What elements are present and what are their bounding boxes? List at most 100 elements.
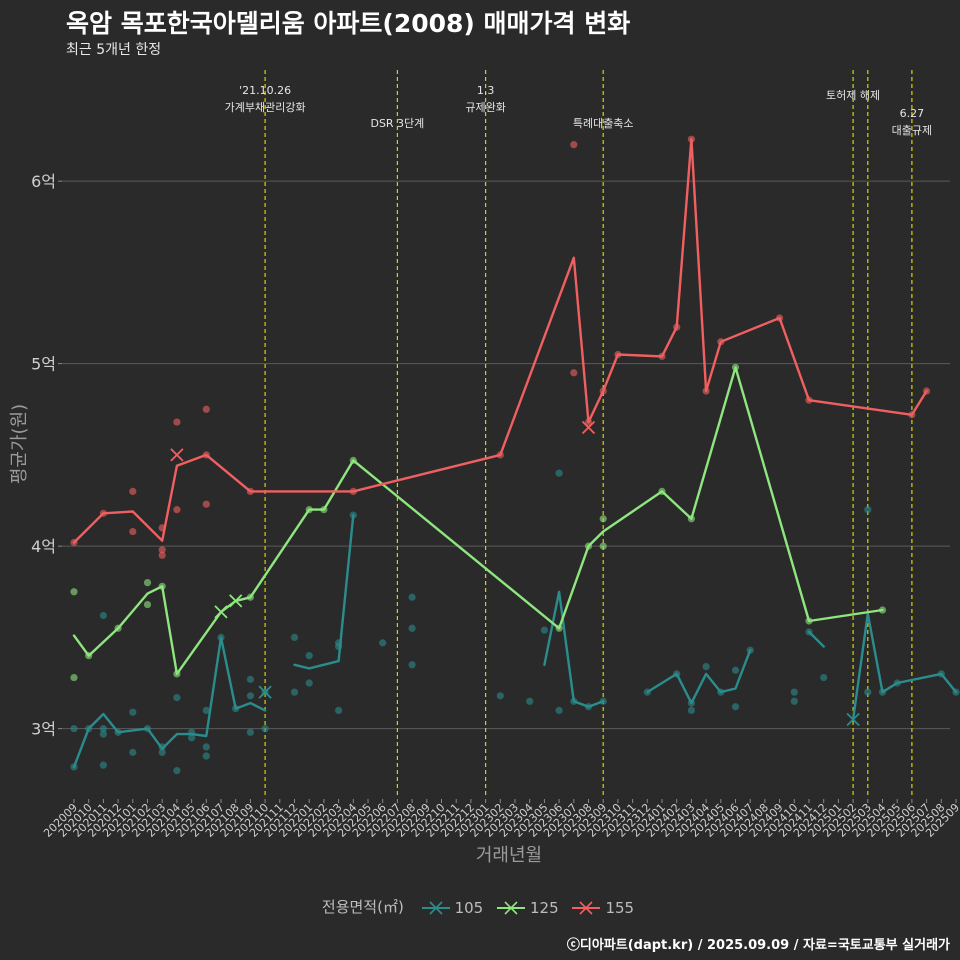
- data-point: [305, 652, 313, 660]
- y-tick-label: 6억: [31, 172, 56, 191]
- legend-title: 전용면적(㎡): [321, 898, 404, 916]
- data-point: [173, 506, 181, 514]
- data-point: [599, 542, 607, 550]
- source-caption: ⓒ디아파트(dapt.kr) / 2025.09.09 / 자료=국토교통부 실…: [566, 938, 950, 953]
- chart-title: 옥암 목포한국아델리움 아파트(2008) 매매가격 변화: [66, 9, 631, 38]
- data-point: [246, 728, 254, 736]
- cross-marker: [170, 448, 184, 462]
- data-point: [158, 748, 166, 756]
- series-line: [807, 630, 825, 648]
- data-point: [408, 661, 416, 669]
- event-label: 1.3: [477, 84, 495, 97]
- series-line: [543, 590, 605, 708]
- data-point: [864, 688, 872, 696]
- data-point: [702, 663, 710, 671]
- data-point: [570, 369, 578, 377]
- data-point: [246, 675, 254, 683]
- data-point: [820, 673, 828, 682]
- legend-label: 125: [530, 898, 559, 917]
- legend-item-105: 105: [421, 898, 484, 917]
- data-point: [202, 405, 210, 413]
- series-line: [72, 636, 267, 769]
- legend-label: 105: [454, 898, 484, 917]
- data-point: [261, 725, 269, 733]
- data-point: [335, 706, 343, 715]
- y-axis-label: 평균가(원): [9, 404, 30, 484]
- series-line: [72, 366, 884, 676]
- data-point: [290, 688, 299, 696]
- data-point: [202, 743, 210, 751]
- data-point: [99, 730, 107, 738]
- legend-label: 155: [605, 898, 635, 917]
- legend-key-icon: [497, 901, 526, 915]
- y-tick-label: 3억: [31, 720, 56, 739]
- data-point: [158, 546, 166, 554]
- legend: 전용면적(㎡) 105 125 155: [0, 896, 960, 917]
- series-line: [646, 649, 752, 705]
- data-point: [305, 679, 313, 687]
- event-label: '21.10.26: [239, 84, 291, 97]
- data-point: [99, 761, 107, 769]
- event-label: 특례대출축소: [573, 117, 634, 130]
- data-point: [129, 527, 137, 536]
- y-tick-label: 4억: [31, 537, 56, 556]
- data-point: [526, 697, 534, 705]
- legend-key-icon: [572, 901, 601, 915]
- data-point: [173, 694, 181, 702]
- data-point: [129, 748, 137, 756]
- data-point: [246, 692, 254, 700]
- data-point: [173, 767, 181, 775]
- cross-marker: [581, 420, 596, 435]
- data-point: [70, 673, 78, 682]
- event-label: 규제완화: [465, 101, 505, 114]
- event-label: 대출규제: [892, 124, 932, 137]
- data-point: [864, 506, 872, 514]
- series-105: [70, 469, 960, 775]
- y-tick-label: 5억: [31, 355, 56, 374]
- data-point: [379, 639, 387, 647]
- series-layer: [70, 135, 960, 775]
- data-point: [188, 734, 196, 742]
- data-point: [129, 487, 137, 495]
- data-point: [99, 725, 107, 733]
- data-point: [731, 666, 740, 674]
- data-point: [790, 688, 798, 696]
- event-label: 토허제 해제: [826, 88, 880, 102]
- legend-item-125: 125: [496, 898, 559, 917]
- data-point: [143, 579, 152, 587]
- data-point: [570, 141, 578, 149]
- legend-item-155: 155: [571, 898, 634, 917]
- cross-marker: [846, 712, 860, 727]
- cross-marker: [258, 685, 272, 699]
- data-point: [555, 469, 563, 477]
- cross-marker: [214, 605, 228, 619]
- data-point: [687, 706, 696, 715]
- data-point: [70, 725, 78, 733]
- series-155: [70, 135, 931, 559]
- data-point: [408, 593, 416, 601]
- x-axis-label: 거래년월: [476, 845, 542, 866]
- data-point: [599, 515, 607, 523]
- event-label: 가계부채관리강화: [225, 101, 306, 114]
- data-point: [202, 500, 210, 508]
- data-point: [202, 706, 210, 715]
- data-point: [790, 697, 798, 705]
- legend-key-icon: [421, 901, 450, 915]
- data-point: [496, 692, 504, 700]
- data-point: [290, 633, 299, 642]
- data-point: [158, 551, 166, 559]
- data-point: [731, 703, 740, 711]
- cross-marker: [229, 594, 243, 608]
- series-line: [72, 138, 928, 544]
- data-point: [70, 588, 78, 596]
- event-label: DSR 3단계: [370, 117, 424, 130]
- data-point: [555, 706, 563, 715]
- x-axis: 2020092020102020112020122021012021022021…: [41, 799, 960, 840]
- series-line: [293, 513, 355, 670]
- series-line: [851, 612, 958, 721]
- data-point: [173, 418, 181, 426]
- grid-lines: [62, 180, 950, 730]
- series-125: [70, 363, 887, 682]
